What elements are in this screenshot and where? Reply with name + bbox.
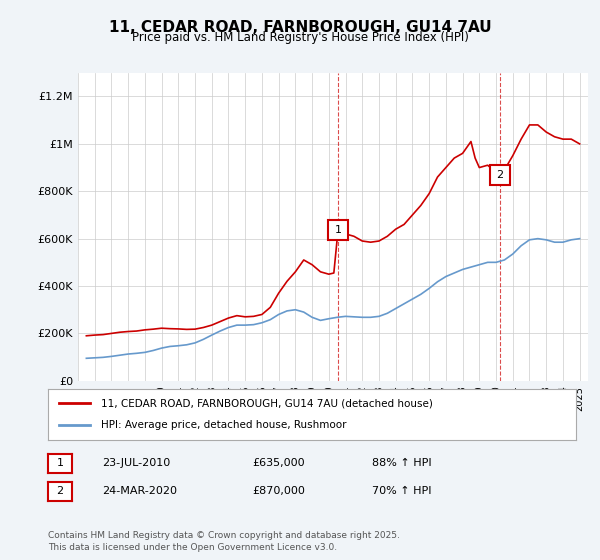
Text: 2: 2 [56,487,64,496]
Text: HPI: Average price, detached house, Rushmoor: HPI: Average price, detached house, Rush… [101,421,346,431]
Text: 70% ↑ HPI: 70% ↑ HPI [372,486,431,496]
Text: 11, CEDAR ROAD, FARNBOROUGH, GU14 7AU (detached house): 11, CEDAR ROAD, FARNBOROUGH, GU14 7AU (d… [101,398,433,408]
Text: £870,000: £870,000 [252,486,305,496]
Text: £635,000: £635,000 [252,458,305,468]
Text: Contains HM Land Registry data © Crown copyright and database right 2025.
This d: Contains HM Land Registry data © Crown c… [48,531,400,552]
Text: 1: 1 [335,225,341,235]
Text: 1: 1 [56,459,64,468]
Text: 11, CEDAR ROAD, FARNBOROUGH, GU14 7AU: 11, CEDAR ROAD, FARNBOROUGH, GU14 7AU [109,20,491,35]
Text: 2: 2 [496,170,503,180]
Text: 24-MAR-2020: 24-MAR-2020 [102,486,177,496]
Text: 23-JUL-2010: 23-JUL-2010 [102,458,170,468]
Text: Price paid vs. HM Land Registry's House Price Index (HPI): Price paid vs. HM Land Registry's House … [131,31,469,44]
Text: 88% ↑ HPI: 88% ↑ HPI [372,458,431,468]
